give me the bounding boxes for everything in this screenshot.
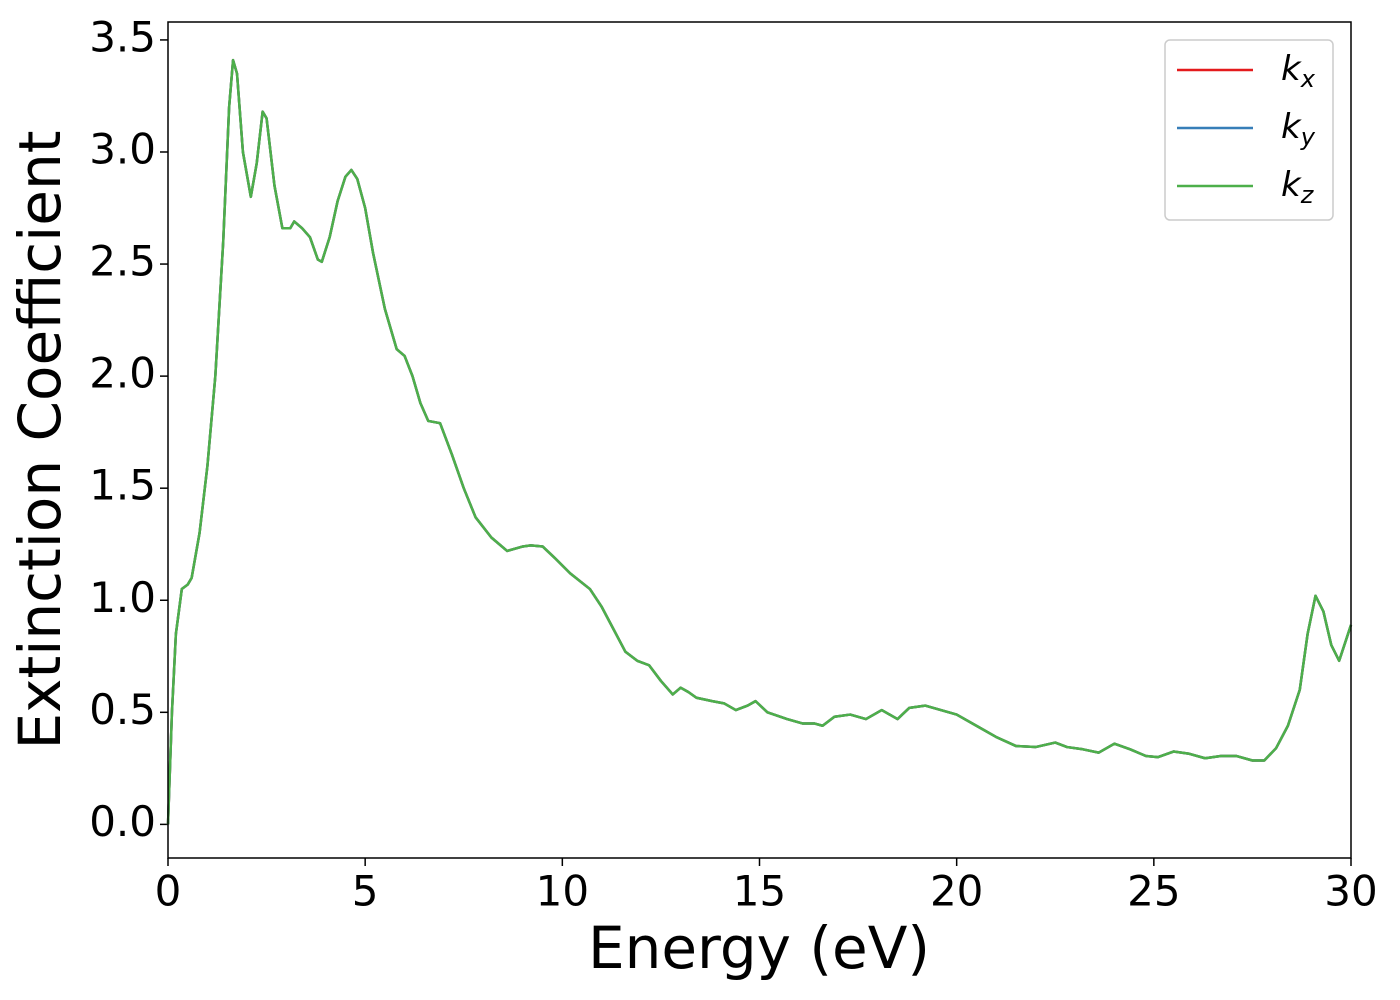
y-tick-label: 2.5 — [89, 237, 156, 286]
x-tick-label: 20 — [930, 867, 983, 916]
legend-label: kx — [1281, 49, 1316, 94]
y-tick-label: 1.5 — [89, 461, 156, 510]
y-tick-label: 0.0 — [89, 797, 156, 846]
y-tick-label: 3.0 — [89, 124, 156, 173]
x-axis-label: Energy (eV) — [588, 914, 930, 982]
legend-label: ky — [1281, 107, 1316, 152]
legend-label: kz — [1281, 165, 1315, 210]
y-tick-label: 1.0 — [89, 573, 156, 622]
x-tick-label: 10 — [536, 867, 589, 916]
x-tick-label: 30 — [1324, 867, 1377, 916]
plot-frame — [167, 21, 1352, 859]
legend: kx ky kz — [1164, 39, 1334, 221]
y-tick-label: 0.5 — [89, 685, 156, 734]
legend-box — [1164, 39, 1334, 221]
x-tick-label: 5 — [352, 867, 379, 916]
x-tick-label: 25 — [1127, 867, 1180, 916]
y-axis-label: Extinction Coefficient — [6, 131, 74, 750]
x-tick-label: 0 — [155, 867, 182, 916]
line-series — [166, 58, 1353, 825]
x-tick-label: 15 — [733, 867, 786, 916]
y-tick-label: 3.5 — [89, 12, 156, 61]
y-tick-label: 2.0 — [89, 349, 156, 398]
